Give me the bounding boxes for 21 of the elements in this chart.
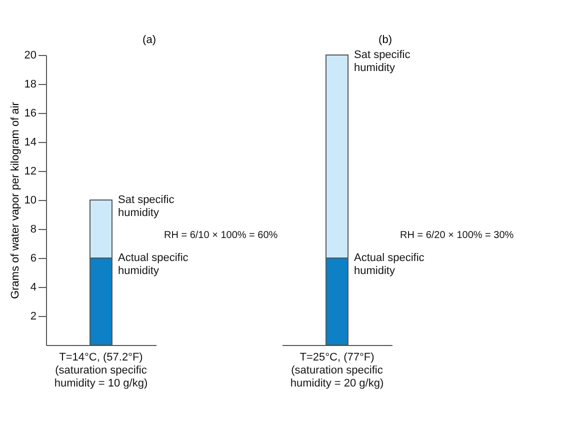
x-tick-label: T=25°C, (77°F) (saturation specific humidity = 20 g/kg): [290, 352, 384, 390]
y-tick-label: 6: [30, 252, 36, 264]
y-axis-title: Grams of water vapor per kilogram of air: [9, 102, 22, 299]
text: RH = 6/10 × 100% = 60%: [164, 230, 278, 241]
y-tick-label: 8: [30, 224, 36, 236]
y-tick-label: 2: [30, 310, 36, 322]
y-tick-label: 14: [24, 136, 36, 148]
y-tick-label: 12: [24, 166, 36, 178]
chart-title: (b): [378, 34, 392, 46]
series-label: Actual specific humidity: [118, 252, 189, 277]
series-label: Sat specific humidity: [118, 194, 175, 219]
series-label: Actual specific humidity: [354, 252, 425, 277]
series-label: Sat specific humidity: [354, 49, 411, 74]
y-tick-label: 20: [24, 50, 36, 62]
y-tick-label: 18: [24, 78, 36, 90]
y-tick-label: 4: [30, 282, 36, 294]
y-tick-label: 10: [24, 194, 36, 206]
text: RH = 6/20 × 100% = 30%: [400, 230, 514, 241]
chart-title: (a): [142, 34, 156, 46]
x-tick-label: T=14°C, (57.2°F) (saturation specific humidity = 10 g/kg): [54, 352, 148, 390]
y-tick-label: 16: [24, 108, 36, 120]
